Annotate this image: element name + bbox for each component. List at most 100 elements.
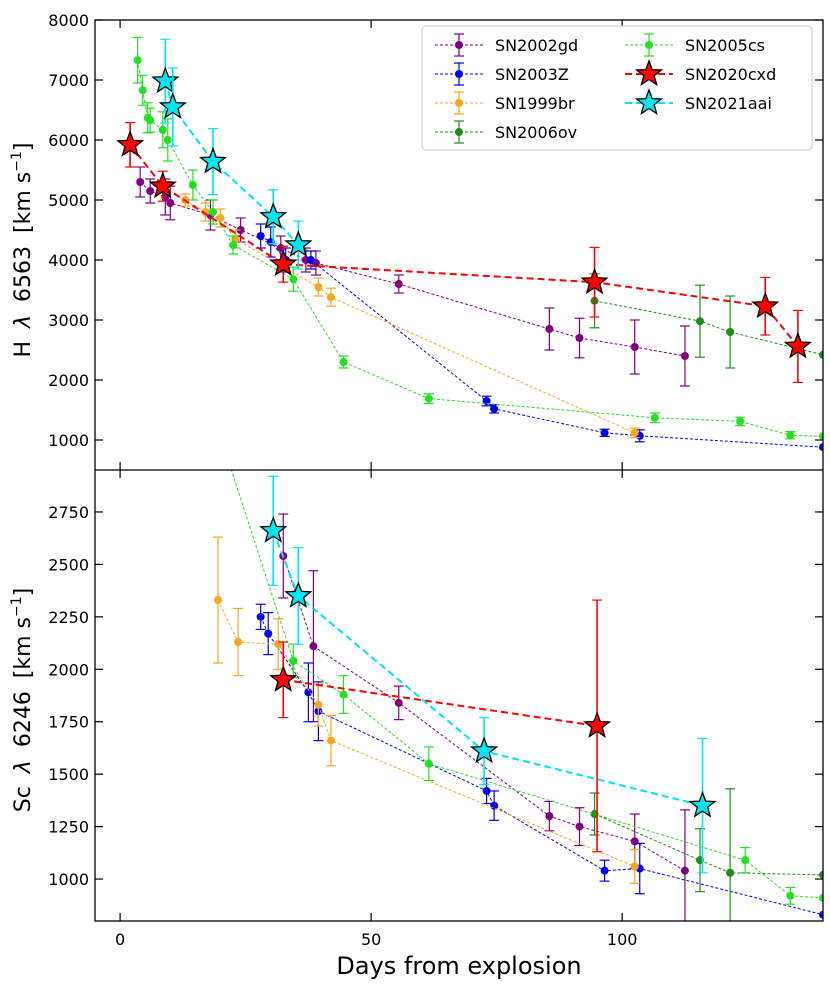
ytick-label-top: 5000 [48, 191, 89, 210]
line-sn2005cs-bottom [230, 470, 823, 899]
ytick-label-bottom: 2500 [48, 555, 89, 574]
point-sn2005cs [736, 417, 745, 426]
point-sn2006ov [726, 328, 735, 336]
line-sn2006ov-bottom [594, 813, 823, 876]
point-sn2021aai [259, 515, 288, 543]
point-sn1999br [234, 638, 243, 647]
legend-label-sn2020cxd: SN2020cxd [685, 65, 776, 84]
ylabel-top: H λ 6563 [km s−1] [9, 142, 36, 357]
legend-entry-sn2002gd: SN2002gd [435, 33, 578, 57]
series-sn2021aai-bottom [259, 475, 717, 874]
point-sn2020cxd [580, 267, 609, 295]
legend-entry-sn2020cxd: SN2020cxd [625, 59, 776, 86]
ylabel-top-close: ] [11, 142, 36, 151]
ylabel-bottom-close: ] [11, 588, 36, 597]
point-sn2005cs [146, 116, 155, 125]
point-sn2003z [264, 629, 273, 638]
ytick-label-top: 1000 [48, 431, 89, 450]
ylabel-bottom-line: 6246 [11, 691, 36, 747]
ylabel-bottom-exp: −1 [9, 596, 25, 617]
point-sn1999br [314, 700, 323, 709]
point-sn2021aai [198, 146, 228, 174]
point-sn2006ov [695, 317, 704, 326]
legend-entry-sn2006ov: SN2006ov [435, 120, 577, 144]
xlabel: Days from explosion [336, 952, 581, 980]
point-sn1999br [326, 736, 335, 745]
point-sn2002gd [630, 837, 639, 846]
panel-bottom: 1000 1250 1500 1750 2000 2250 2500 2750 0 50 100 [48, 470, 823, 949]
legend-label-sn2021aai: SN2021aai [685, 94, 772, 113]
line-sn2021aai-bottom [272, 530, 703, 807]
ytick-label-top: 7000 [48, 71, 89, 90]
point-sn2002gd [545, 812, 554, 821]
point-sn2021aai [259, 201, 288, 229]
point-sn2005cs [741, 856, 750, 865]
xtick-label: 50 [361, 930, 381, 949]
point-sn2003z [819, 443, 823, 452]
axes-frame [94, 19, 824, 922]
point-sn2006ov [819, 870, 823, 879]
point-sn2002gd [575, 334, 584, 342]
ytick-label-bottom: 2000 [48, 660, 89, 679]
legend-entry-sn2003z: SN2003Z [435, 62, 569, 86]
line-sn2002gd-top [139, 181, 685, 357]
point-sn2002gd [680, 352, 689, 360]
point-sn2020cxd [783, 331, 813, 359]
legend-label-sn1999br: SN1999br [495, 94, 575, 113]
point-sn2021aai [151, 66, 180, 94]
point-sn2003z [490, 801, 499, 810]
point-sn2005cs [786, 431, 795, 440]
point-sn1999br [214, 596, 223, 605]
ylabel-bottom-lambda: λ [11, 760, 36, 774]
point-sn2005cs [819, 432, 823, 441]
point-sn2002gd [680, 866, 689, 875]
ytick-label-bottom: 1500 [48, 765, 89, 784]
point-sn2005cs [339, 358, 348, 366]
point-sn2005cs [339, 690, 348, 699]
point-sn2005cs [208, 208, 217, 216]
point-sn2005cs [289, 275, 298, 284]
point-sn2002gd [166, 199, 175, 207]
ylabel-top-element: H [11, 341, 36, 358]
series-sn1999br-top [180, 193, 640, 439]
point-sn2005cs [289, 656, 298, 665]
point-sn2003z [256, 612, 265, 621]
point-sn2002gd [394, 698, 403, 707]
legend-box [421, 25, 813, 151]
ytick-label-bottom: 1750 [48, 713, 89, 732]
point-sn2002gd [236, 226, 245, 234]
point-sn2006ov [726, 868, 735, 877]
point-sn1999br [314, 283, 323, 291]
series-sn2020cxd-top [116, 121, 813, 383]
point-sn2003z [819, 910, 823, 919]
plot-area-bottom [213, 470, 823, 921]
point-sn2005cs [158, 125, 167, 134]
xtick-label: 0 [115, 930, 125, 949]
line-sn2006ov-top [594, 300, 823, 356]
point-sn2003z [482, 786, 491, 795]
ytick-label-top: 4000 [48, 251, 89, 270]
point-sn2005cs [133, 56, 142, 65]
ylabel-bottom-unit: [km s [11, 617, 36, 678]
point-sn1999br [326, 293, 335, 302]
panel-top: 1000 2000 3000 4000 5000 6000 7000 8000 [48, 11, 823, 470]
line-sn2003z-bottom [260, 616, 823, 916]
series-sn1999br-bottom [213, 536, 640, 884]
line-sn1999br-bottom [217, 599, 635, 867]
ylabel-top-lambda: λ [11, 315, 36, 329]
ytick-label-top: 6000 [48, 131, 89, 150]
yticks-top: 1000 2000 3000 4000 5000 6000 7000 8000 [48, 11, 823, 470]
point-sn1999br [630, 428, 639, 437]
ytick-label-bottom: 2750 [48, 503, 89, 522]
point-sn1999br [216, 214, 225, 222]
series-sn2020cxd-bottom [269, 599, 612, 853]
point-sn2003z [306, 256, 315, 264]
point-sn2005cs [163, 136, 172, 144]
ytick-label-top: 8000 [48, 11, 89, 30]
point-sn2002gd [575, 822, 584, 831]
legend-label-sn2006ov: SN2006ov [495, 123, 577, 142]
point-sn2021aai [158, 92, 187, 119]
ytick-label-top: 2000 [48, 371, 89, 390]
point-sn2020cxd [269, 664, 298, 692]
